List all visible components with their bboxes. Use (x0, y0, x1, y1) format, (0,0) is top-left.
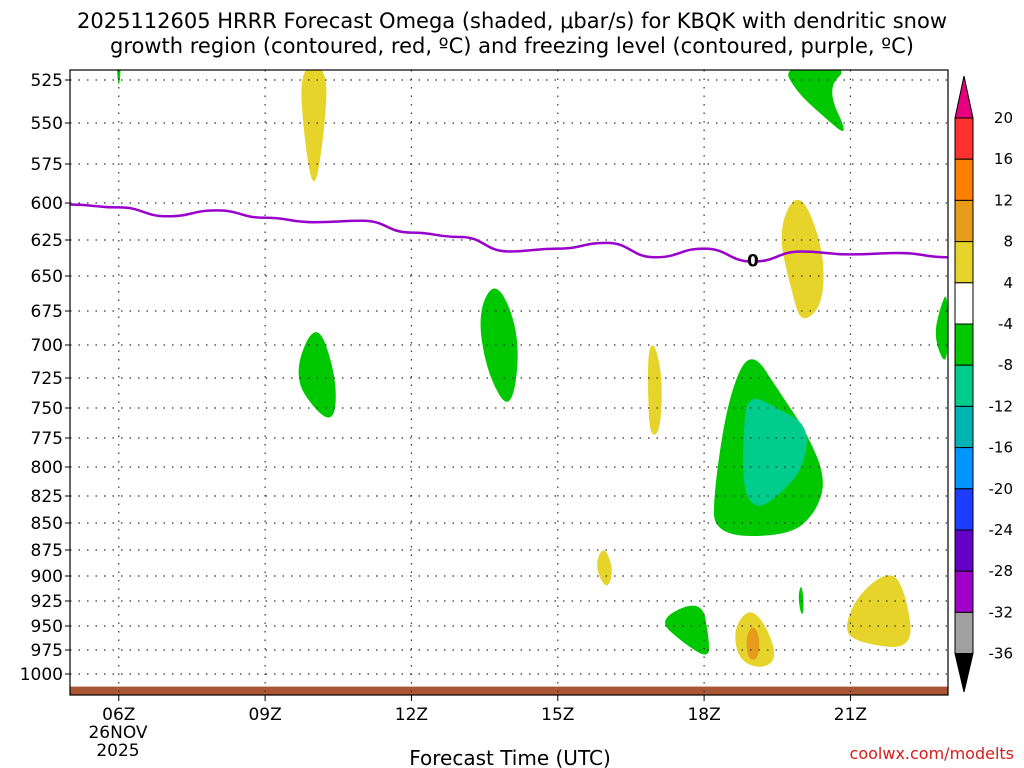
ytick-label-850: 850 (31, 514, 63, 534)
colorbar-label--12: -12 (989, 397, 1014, 415)
ytick-label-525: 525 (31, 71, 63, 91)
omega-region-yellow-16z-low (597, 550, 612, 586)
xtick-label-18Z: 18Z (687, 705, 720, 725)
colorbar-box-16_20 (954, 117, 974, 160)
freezing-level-contour (69, 203, 949, 263)
x-date-year: 2025 (96, 741, 139, 761)
colorbar-label--16: -16 (989, 439, 1014, 457)
colorbar-box-neg32_neg28 (954, 570, 974, 613)
y-axis-ticks: 525 550 575 600 625 650 675 700 725 750 775 800 825 8… (20, 71, 70, 685)
colorbar-box-neg28_neg24 (954, 529, 974, 572)
colorbar-label-12: 12 (994, 191, 1013, 209)
x-axis-title: Forecast Time (UTC) (409, 746, 611, 768)
colorbar-label--8: -8 (998, 356, 1013, 374)
colorbar-box-neg16_neg12 (954, 405, 974, 449)
ytick-label-725: 725 (31, 369, 63, 389)
ytick-label-650: 650 (31, 267, 63, 287)
colorbar-label-20: 20 (994, 109, 1013, 127)
xtick-label-09Z: 09Z (248, 705, 281, 725)
terrain-surface (70, 686, 948, 695)
colorbar-label--36: -36 (989, 645, 1014, 663)
xtick-label-12Z: 12Z (395, 705, 428, 725)
xtick-label-06Z: 06Z (102, 705, 135, 725)
colorbar-box-neg24_neg20 (954, 488, 974, 531)
ytick-label-675: 675 (31, 302, 63, 322)
colorbar: 20 16 12 8 4 -4 -8 -12 -16 -20 -24 -28 -32 -36 (954, 75, 1014, 693)
omega-region-green-14z-mid (480, 288, 518, 402)
colorbar-bottom-arrow (954, 653, 974, 693)
colorbar-label--20: -20 (989, 480, 1014, 498)
colorbar-box-neg8_neg4 (954, 323, 974, 366)
omega-region-orange-19z-low (746, 627, 760, 660)
omega-region-yellow-17z-mid (648, 345, 662, 435)
omega-region-yellow-22z-low (847, 575, 911, 647)
ytick-label-800: 800 (31, 458, 63, 478)
colorbar-top-arrow (954, 75, 974, 119)
omega-region-teal-19z-mid (743, 398, 807, 506)
ytick-label-950: 950 (31, 617, 63, 637)
ytick-label-775: 775 (31, 429, 63, 449)
colorbar-box-4_8 (954, 241, 974, 284)
chart-title-line-1: 2025112605 HRRR Forecast Omega (shaded, … (77, 9, 947, 33)
colorbar-box-8_12 (954, 199, 974, 243)
ytick-label-750: 750 (31, 399, 63, 419)
freezing-label-background (747, 254, 758, 269)
colorbar-label--28: -28 (989, 562, 1014, 580)
omega-region-yellow-20z-upper (781, 199, 824, 319)
ytick-label-925: 925 (31, 592, 63, 612)
ytick-label-900: 900 (31, 567, 63, 587)
colorbar-box-neg4_4 (954, 282, 974, 325)
gridlines (70, 70, 948, 695)
ytick-label-875: 875 (31, 541, 63, 561)
colorbar-label--4: -4 (998, 315, 1013, 333)
colorbar-label--24: -24 (989, 521, 1014, 539)
omega-region-green-10z-mid (298, 332, 336, 418)
ytick-label-975: 975 (31, 641, 63, 661)
plot-border (69, 69, 949, 696)
omega-region-green-23z-edge (935, 296, 948, 360)
colorbar-box-neg20_neg16 (954, 447, 974, 490)
colorbar-label-4: 4 (1003, 274, 1013, 292)
branding-text: coolwx.com/modelts (850, 744, 1014, 763)
omega-region-green-tiny-top (117, 70, 121, 85)
freezing-level-label: 0 (747, 252, 759, 272)
x-date-day: 26NOV (88, 723, 147, 743)
ytick-label-550: 550 (31, 114, 63, 134)
omega-region-green-21z-top (788, 70, 844, 131)
ytick-label-1000: 1000 (20, 665, 63, 685)
colorbar-box-12_16 (954, 158, 974, 201)
ytick-label-625: 625 (31, 231, 63, 251)
colorbar-box-neg12_neg8 (954, 364, 974, 407)
chart-title-line-2: growth region (contoured, red, ºC) and f… (110, 34, 914, 58)
xtick-label-21Z: 21Z (834, 705, 867, 725)
ytick-label-600: 600 (31, 194, 63, 214)
ytick-label-700: 700 (31, 336, 63, 356)
colorbar-label-16: 16 (994, 150, 1013, 168)
omega-shading-layer (117, 70, 948, 667)
omega-region-green-18z-lowest (665, 605, 709, 655)
colorbar-box-neg36_neg32 (954, 611, 974, 655)
x-axis-ticks: 06Z 09Z 12Z 15Z 18Z 21Z (102, 695, 867, 725)
ytick-label-825: 825 (31, 487, 63, 507)
ytick-label-575: 575 (31, 155, 63, 175)
xtick-label-15Z: 15Z (541, 705, 574, 725)
colorbar-label--32: -32 (989, 603, 1014, 621)
omega-region-yellow-10z-upper (301, 70, 327, 182)
colorbar-label-8: 8 (1003, 233, 1013, 251)
